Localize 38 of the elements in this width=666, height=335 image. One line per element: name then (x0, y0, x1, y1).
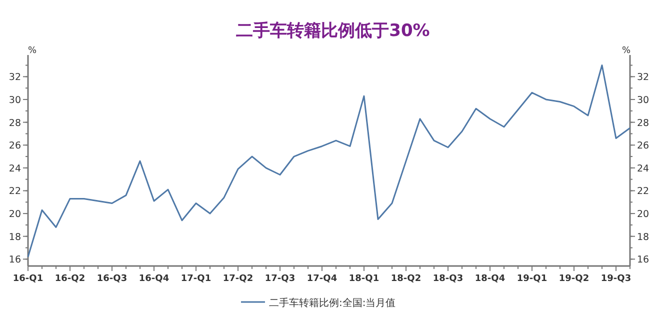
y-tick-label: 30 (8, 94, 21, 106)
chart-title: 二手车转籍比例低于30% (236, 21, 430, 41)
y-tick-label: 28 (8, 118, 21, 129)
x-tick-label: 19-Q1 (516, 274, 548, 284)
x-tick-label: 18-Q3 (432, 274, 464, 284)
y2-tick-label: 28 (637, 118, 650, 129)
y-tick-label: 32 (8, 72, 21, 84)
x-tick-label: 18-Q4 (474, 274, 506, 284)
y-tick-label: 16 (8, 254, 21, 266)
y2-tick-label: 30 (637, 94, 650, 106)
x-tick-label: 19-Q3 (600, 274, 632, 284)
y2-tick-label: 24 (637, 163, 650, 174)
y-tick-label: 22 (8, 186, 21, 198)
y2-tick-label: 22 (637, 186, 650, 198)
y2-tick-label: 18 (637, 232, 650, 243)
x-tick-label: 16-Q3 (96, 274, 128, 284)
x-tick-label: 18-Q2 (390, 274, 422, 284)
x-tick-label: 17-Q3 (264, 274, 296, 284)
y2-tick-label: 32 (637, 72, 650, 84)
y-axis-title: % (28, 46, 37, 56)
x-tick-label: 16-Q2 (54, 274, 86, 284)
x-tick-label: 17-Q4 (306, 274, 338, 284)
y-tick-label: 18 (8, 232, 21, 243)
x-tick-label: 17-Q1 (180, 274, 212, 284)
x-tick-label: 17-Q2 (222, 274, 254, 284)
y-tick-label: 20 (8, 209, 21, 220)
x-tick-label: 18-Q1 (348, 274, 380, 284)
legend-label: 二手车转籍比例:全国:当月值 (269, 297, 396, 309)
y2-tick-label: 20 (637, 209, 650, 220)
y2-tick-label: 26 (637, 140, 650, 152)
x-tick-label: 16-Q4 (138, 274, 170, 284)
y-tick-label: 26 (8, 140, 21, 152)
y2-tick-label: 16 (637, 254, 650, 266)
legend: 二手车转籍比例:全国:当月值 (241, 298, 396, 309)
x-tick-label: 19-Q2 (558, 274, 590, 284)
y2-axis-title: % (622, 46, 631, 56)
x-tick-label: 16-Q1 (12, 274, 44, 284)
y-tick-label: 24 (8, 163, 21, 174)
